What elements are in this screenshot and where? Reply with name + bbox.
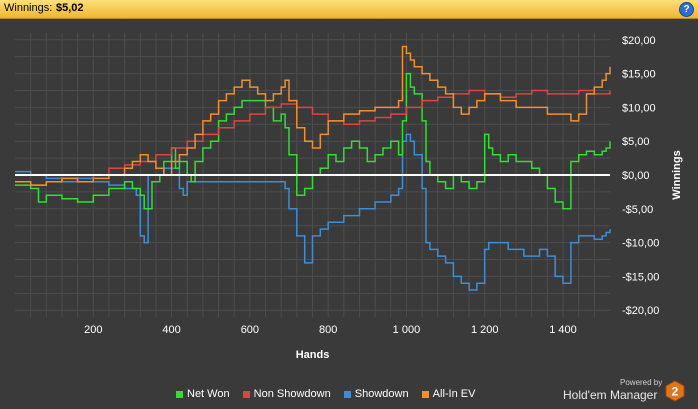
x-axis-label: Hands <box>296 349 330 361</box>
x-tick-label: 800 <box>319 324 337 336</box>
powered-by-text: Powered by <box>620 378 663 387</box>
x-tick-label: 1 200 <box>471 324 499 336</box>
legend-swatch <box>242 390 250 398</box>
chart-legend: Net Won Non Showdown Showdown All-In EV <box>176 388 485 400</box>
help-icon[interactable]: ? <box>679 2 694 17</box>
series-allin-ev <box>15 45 611 186</box>
title-bar: Winnings: $5,02 ? <box>0 0 698 19</box>
x-tick-label: 1 000 <box>393 324 421 336</box>
series-showdown <box>15 133 611 291</box>
legend-label: All-In EV <box>432 388 476 400</box>
y-tick-label: -$15,00 <box>622 271 659 283</box>
y-tick-label: $10,00 <box>622 102 656 114</box>
series-non-showdown <box>15 89 611 186</box>
brand-name: Hold'em Manager <box>563 388 658 402</box>
y-tick-label: $0,00 <box>622 170 650 182</box>
x-tick-label: 200 <box>84 324 102 336</box>
series-net-won <box>15 72 611 210</box>
svg-text:2: 2 <box>672 385 679 399</box>
hm2-logo-icon: 2 <box>665 380 685 402</box>
x-tick-label: 600 <box>241 324 259 336</box>
y-tick-label: -$20,00 <box>622 305 659 317</box>
legend-label: Non Showdown <box>253 388 331 400</box>
legend-net-won[interactable]: Net Won <box>176 388 230 400</box>
y-tick-label: $5,00 <box>622 136 650 148</box>
legend-showdown[interactable]: Showdown <box>343 388 409 400</box>
y-axis-label: Winnings <box>671 150 683 199</box>
y-tick-label: -$5,00 <box>622 204 653 216</box>
legend-swatch <box>421 390 429 398</box>
legend-swatch <box>176 390 183 398</box>
legend-label: Showdown <box>354 388 409 400</box>
y-tick-label: -$10,00 <box>622 238 659 250</box>
winnings-value: $5,02 <box>56 2 84 14</box>
legend-non-showdown[interactable]: Non Showdown <box>242 388 331 400</box>
winnings-label: Winnings: <box>4 2 53 14</box>
winnings-chart: 200 400 600 800 1 000 1 200 1 400 $20,00 $15,00 $… <box>15 33 683 361</box>
legend-allin-ev[interactable]: All-In EV <box>421 388 476 400</box>
legend-label: Net Won <box>187 388 230 400</box>
legend-swatch <box>343 390 351 398</box>
x-tick-label: 400 <box>162 324 180 336</box>
x-tick-label: 1 400 <box>549 324 577 336</box>
y-tick-label: $20,00 <box>622 35 656 47</box>
y-tick-label: $15,00 <box>622 69 656 81</box>
